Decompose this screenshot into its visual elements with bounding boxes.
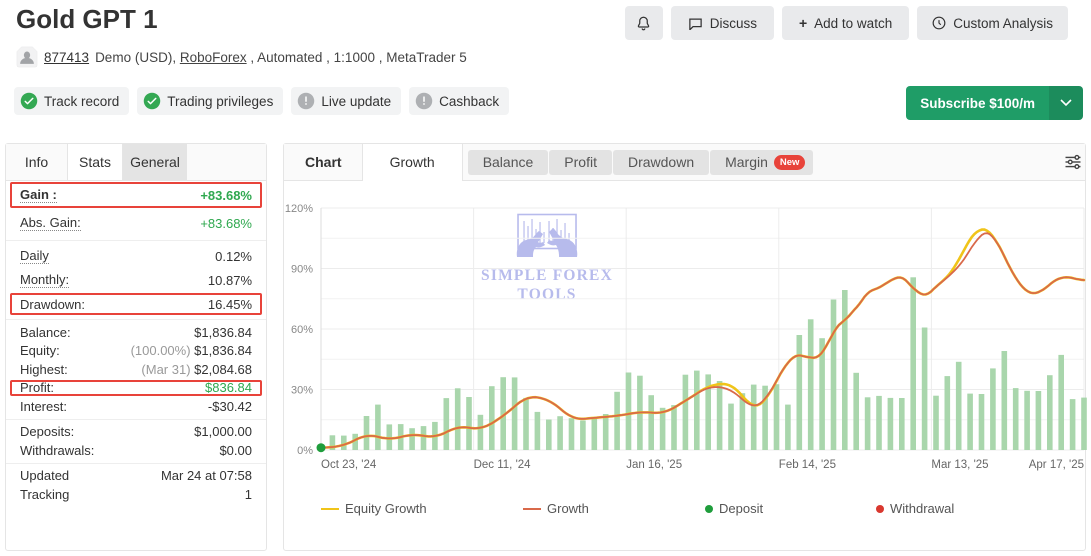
svg-text:0%: 0%	[297, 445, 313, 457]
svg-text:Dec 11, '24: Dec 11, '24	[474, 459, 532, 471]
svg-text:90%: 90%	[291, 264, 313, 276]
svg-text:Jan 16, '25: Jan 16, '25	[626, 459, 682, 471]
svg-text:120%: 120%	[285, 203, 313, 215]
svg-text:Mar 13, '25: Mar 13, '25	[931, 459, 988, 471]
svg-text:Feb 14, '25: Feb 14, '25	[779, 459, 836, 471]
svg-text:60%: 60%	[291, 324, 313, 336]
svg-text:Apr 17, '25: Apr 17, '25	[1029, 459, 1084, 471]
svg-text:30%: 30%	[291, 385, 313, 397]
svg-text:Oct 23, '24: Oct 23, '24	[321, 459, 377, 471]
